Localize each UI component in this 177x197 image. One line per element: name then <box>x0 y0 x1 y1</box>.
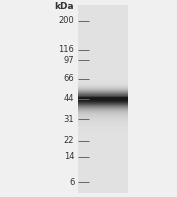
Text: 116: 116 <box>58 45 74 54</box>
Text: 22: 22 <box>64 136 74 145</box>
Bar <box>78 6 127 193</box>
Text: 97: 97 <box>64 56 74 65</box>
Text: 6: 6 <box>69 178 74 187</box>
Text: kDa: kDa <box>55 2 74 11</box>
Text: 31: 31 <box>64 115 74 124</box>
Text: 66: 66 <box>64 74 74 83</box>
Text: 14: 14 <box>64 152 74 161</box>
Text: 44: 44 <box>64 94 74 103</box>
Text: 200: 200 <box>59 16 74 25</box>
